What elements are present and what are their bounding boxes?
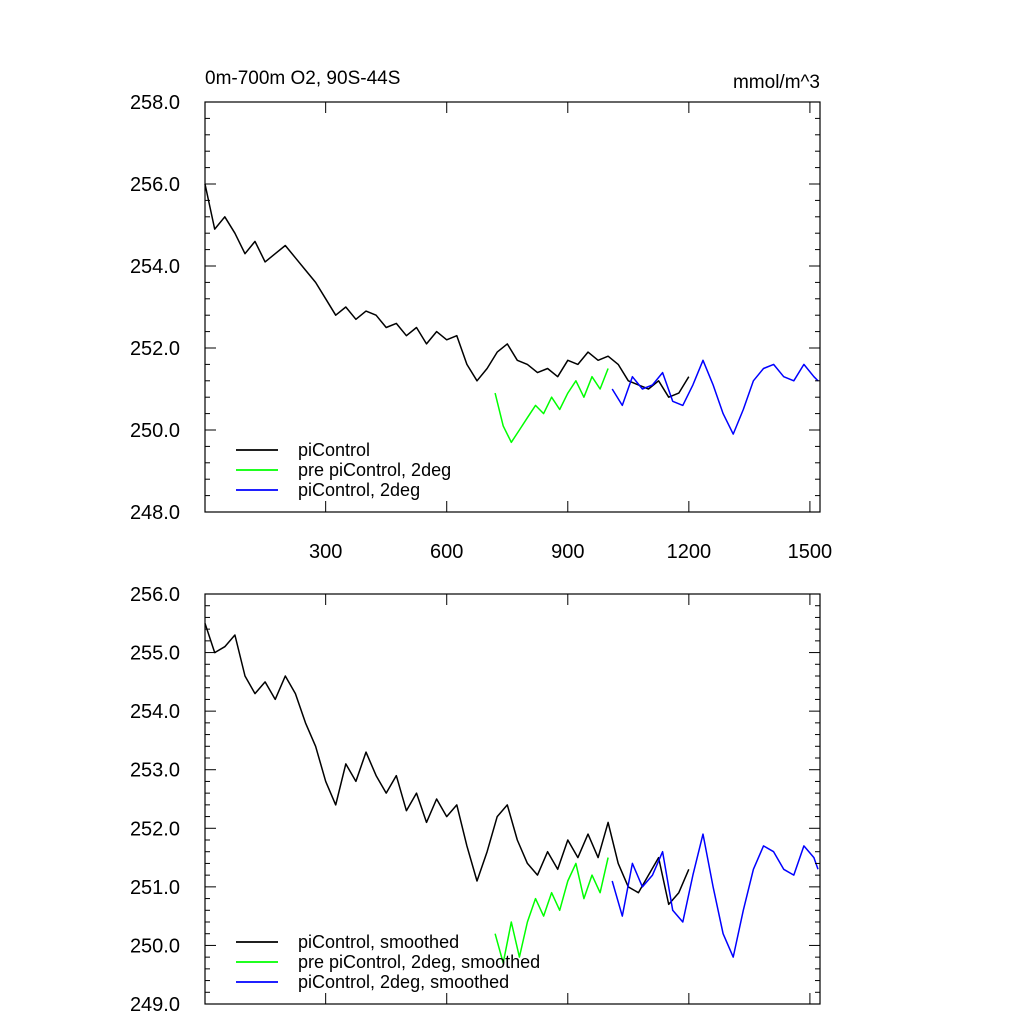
top-plot-frame	[204, 101, 821, 513]
legend-label-3: piControl, 2deg, smoothed	[298, 972, 509, 992]
series-line-2	[494, 857, 609, 964]
bottom-series-group	[204, 623, 819, 964]
series-line-1	[204, 623, 690, 906]
chart-title: 0m-700m O2, 90S-44S	[205, 68, 400, 89]
y-tick-label: 252.0	[130, 818, 180, 840]
x-tick-label: 300	[309, 541, 342, 563]
top-panel: 0m-700m O2, 90S-44S mmol/m^3 248.0250.02…	[130, 68, 832, 563]
y-tick-label: 248.0	[130, 502, 180, 524]
y-tick-label: 254.0	[130, 256, 180, 278]
x-tick-label: 600	[430, 541, 463, 563]
y-tick-label: 254.0	[130, 701, 180, 723]
units-label: mmol/m^3	[733, 72, 820, 93]
top-ticks: 248.0 250.0 252.0 254.0 256.0 258.0 300 600 900 1…	[130, 92, 832, 563]
y-tick-label: 258.0	[130, 92, 180, 114]
x-tick-label: 1500	[788, 541, 833, 563]
legend-label-2: pre piControl, 2deg	[298, 460, 451, 480]
y-tick-label: 253.0	[130, 760, 180, 782]
bottom-panel: 249.0 250.0 251.0 252.0 253.0 254.0 255.0 256.0…	[130, 584, 821, 1016]
x-tick-label: 1200	[667, 541, 712, 563]
y-tick-label: 250.0	[130, 935, 180, 957]
y-tick-label: 255.0	[130, 643, 180, 665]
y-tick-label: 256.0	[130, 584, 180, 606]
series-line-2	[494, 368, 609, 444]
y-tick-label: 250.0	[130, 420, 180, 442]
top-series-group	[204, 183, 819, 444]
legend-label-1: piControl	[298, 440, 370, 460]
y-tick-label: 251.0	[130, 877, 180, 899]
legend-label-2: pre piControl, 2deg, smoothed	[298, 952, 540, 972]
series-line-3	[611, 833, 819, 958]
x-tick-label: 900	[551, 541, 584, 563]
y-tick-label: 249.0	[130, 994, 180, 1016]
legend-label-1: piControl, smoothed	[298, 932, 459, 952]
y-tick-label: 256.0	[130, 174, 180, 196]
series-line-1	[204, 183, 690, 398]
bottom-ticks: 249.0 250.0 251.0 252.0 253.0 254.0 255.0 256.0	[130, 584, 820, 1016]
y-tick-label: 252.0	[130, 338, 180, 360]
series-line-3	[611, 359, 819, 435]
legend-label-3: piControl, 2deg	[298, 480, 420, 500]
bottom-plot-frame	[204, 593, 821, 1005]
